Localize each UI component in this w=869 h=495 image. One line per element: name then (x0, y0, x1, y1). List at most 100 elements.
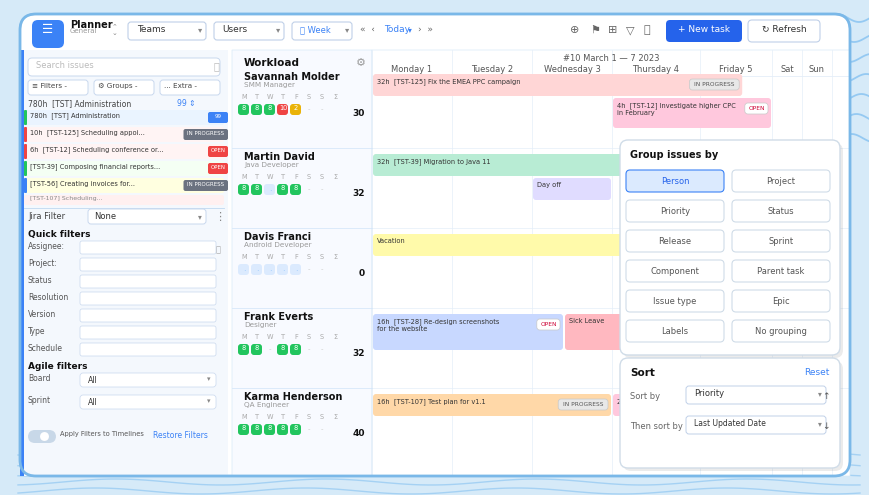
Text: S: S (320, 254, 323, 260)
Text: Vacation: Vacation (376, 238, 405, 244)
FancyBboxPatch shape (80, 275, 216, 288)
Text: Monday 1: Monday 1 (391, 65, 432, 74)
FancyBboxPatch shape (276, 344, 288, 355)
Text: Search issues: Search issues (36, 61, 94, 70)
Text: QA Engineer: QA Engineer (243, 402, 289, 408)
Text: Σ: Σ (333, 94, 336, 100)
FancyBboxPatch shape (686, 386, 825, 404)
Text: ▾: ▾ (817, 389, 821, 398)
Text: Friday 5: Friday 5 (719, 65, 752, 74)
Text: IN PROGRESS: IN PROGRESS (562, 402, 603, 407)
FancyBboxPatch shape (292, 22, 352, 40)
FancyBboxPatch shape (613, 394, 779, 416)
FancyBboxPatch shape (276, 184, 288, 195)
Text: ·: · (269, 267, 271, 276)
Text: 0: 0 (359, 269, 365, 278)
Text: IN PROGRESS: IN PROGRESS (693, 82, 733, 87)
Text: + New task: + New task (677, 25, 729, 34)
Text: OPEN: OPEN (210, 165, 225, 170)
Text: T: T (255, 254, 259, 260)
FancyBboxPatch shape (373, 74, 741, 96)
Text: ·: · (295, 267, 297, 276)
FancyBboxPatch shape (372, 50, 849, 476)
FancyBboxPatch shape (263, 264, 275, 275)
Text: 32: 32 (352, 189, 365, 198)
Text: IN PROGRESS: IN PROGRESS (187, 182, 224, 187)
Text: 8: 8 (255, 105, 259, 111)
FancyBboxPatch shape (20, 50, 24, 476)
FancyBboxPatch shape (28, 58, 220, 76)
FancyBboxPatch shape (24, 110, 223, 125)
Text: S: S (307, 174, 311, 180)
FancyBboxPatch shape (80, 373, 216, 387)
Text: ·: · (282, 267, 284, 276)
FancyBboxPatch shape (613, 98, 770, 128)
FancyBboxPatch shape (276, 264, 288, 275)
Text: ·: · (269, 187, 271, 196)
FancyBboxPatch shape (626, 260, 723, 282)
FancyBboxPatch shape (238, 344, 249, 355)
FancyBboxPatch shape (747, 20, 819, 42)
Text: 8: 8 (255, 345, 259, 351)
FancyBboxPatch shape (373, 234, 741, 256)
FancyBboxPatch shape (80, 241, 216, 254)
Text: ⏱: ⏱ (643, 25, 650, 35)
Text: F: F (294, 414, 297, 420)
FancyBboxPatch shape (289, 344, 301, 355)
FancyBboxPatch shape (731, 230, 829, 252)
FancyBboxPatch shape (24, 127, 223, 142)
Text: ⚑: ⚑ (589, 25, 600, 35)
Text: T: T (281, 94, 285, 100)
Text: Project:: Project: (28, 259, 56, 268)
Text: Workload: Workload (243, 58, 300, 68)
Text: S: S (307, 414, 311, 420)
Text: Resolution: Resolution (28, 293, 68, 302)
FancyBboxPatch shape (80, 292, 216, 305)
Text: Component: Component (650, 267, 699, 276)
Text: Java Developer: Java Developer (243, 162, 298, 168)
Text: ▾: ▾ (207, 398, 210, 404)
Text: 8: 8 (281, 185, 285, 191)
Text: S: S (307, 94, 311, 100)
FancyBboxPatch shape (289, 424, 301, 435)
FancyBboxPatch shape (160, 80, 220, 95)
Text: IN PROGRESS: IN PROGRESS (187, 131, 224, 136)
FancyBboxPatch shape (731, 170, 829, 192)
FancyBboxPatch shape (251, 264, 262, 275)
Text: T: T (281, 334, 285, 340)
FancyBboxPatch shape (24, 110, 27, 125)
FancyBboxPatch shape (622, 361, 842, 471)
Text: W: W (267, 414, 273, 420)
Text: -: - (308, 186, 310, 192)
Text: -: - (321, 106, 323, 112)
FancyBboxPatch shape (24, 161, 223, 176)
FancyBboxPatch shape (263, 104, 275, 115)
Text: All: All (88, 398, 97, 407)
Text: Day off: Day off (536, 182, 561, 188)
Text: -: - (308, 106, 310, 112)
FancyBboxPatch shape (558, 399, 607, 410)
Text: All: All (88, 376, 97, 385)
FancyBboxPatch shape (183, 129, 228, 140)
Text: Priority: Priority (660, 207, 689, 216)
Text: T: T (255, 174, 259, 180)
Text: ↻ Refresh: ↻ Refresh (761, 25, 806, 34)
Text: T: T (255, 94, 259, 100)
FancyBboxPatch shape (686, 416, 825, 434)
Text: S: S (320, 174, 323, 180)
Text: 8: 8 (281, 425, 285, 431)
FancyBboxPatch shape (626, 230, 723, 252)
Text: Then sort by: Then sort by (629, 422, 682, 431)
FancyBboxPatch shape (40, 432, 49, 441)
Text: 30: 30 (352, 109, 365, 118)
Text: S: S (307, 254, 311, 260)
Text: 👤: 👤 (216, 245, 220, 254)
Text: Schedule: Schedule (28, 344, 63, 353)
Text: Labels: Labels (660, 327, 687, 336)
Text: F: F (294, 254, 297, 260)
Text: No grouping: No grouping (754, 327, 806, 336)
Text: 99: 99 (215, 114, 222, 119)
FancyBboxPatch shape (24, 144, 27, 159)
Text: Status: Status (28, 276, 52, 285)
Text: M: M (241, 174, 247, 180)
